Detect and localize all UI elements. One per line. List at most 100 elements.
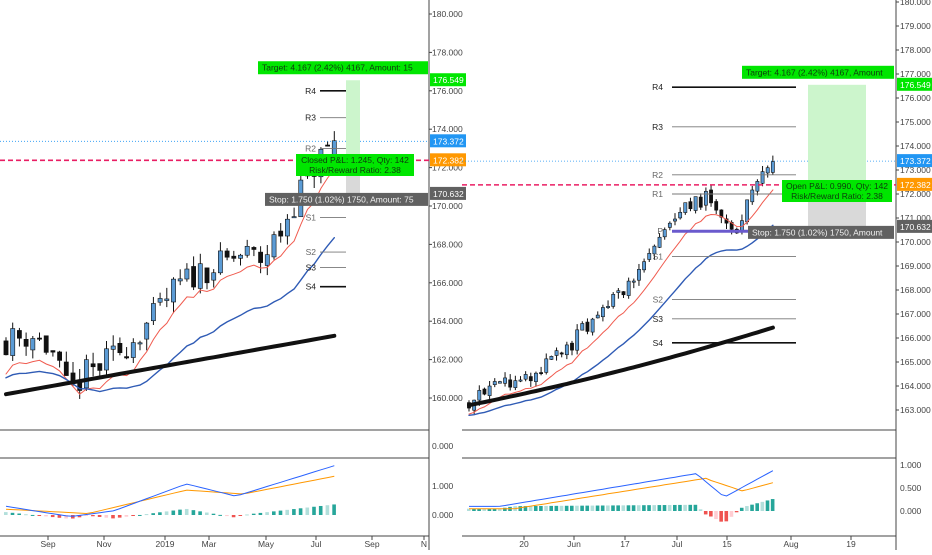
macd-y-tick-label: 1.000	[432, 481, 454, 491]
y-tick-label: 172.000	[900, 189, 931, 199]
y-tick-label: 179.000	[900, 21, 931, 31]
macd-bar	[539, 505, 543, 511]
candle-body	[590, 318, 595, 333]
macd-bar	[111, 515, 115, 519]
candle-body	[325, 144, 330, 147]
candle-body	[57, 351, 62, 361]
macd-bar	[642, 505, 646, 511]
candle-body	[191, 266, 196, 288]
candle-body	[770, 161, 775, 173]
pivot-label-s2: S2	[306, 247, 317, 257]
y-tick-label: 174.000	[900, 141, 931, 151]
price-tag-box	[897, 154, 932, 168]
macd-bar	[626, 505, 631, 511]
position-info-box	[296, 154, 414, 176]
y-tick-label: 166.000	[432, 278, 463, 288]
macd-y-tick-label: 0.000	[432, 441, 454, 451]
macd-bar	[231, 515, 236, 518]
macd-bar	[285, 509, 289, 515]
price-tag-label: 172.382	[900, 180, 931, 190]
y-tick-label: 170.000	[432, 201, 463, 211]
candle-body	[673, 218, 677, 222]
macd-bar	[17, 513, 21, 515]
pivot-label-s1: S1	[653, 251, 664, 261]
candle-body	[518, 379, 523, 382]
macd-bar	[278, 510, 283, 515]
macd-bar	[124, 515, 129, 517]
candle-body	[657, 236, 662, 248]
macd-bar	[765, 500, 770, 511]
candles-right	[467, 155, 775, 414]
pivot-label-p: P	[657, 226, 663, 236]
x-tick-label: May	[258, 539, 275, 549]
candle-body	[487, 385, 492, 396]
price-tag-box	[897, 177, 932, 191]
macd-signal-line	[5, 475, 335, 515]
macd-bar	[575, 505, 579, 511]
ema-short-line	[468, 189, 774, 415]
macd-bar	[698, 509, 703, 511]
macd-bar	[544, 505, 548, 511]
pivot-label-r2: R2	[652, 170, 663, 180]
stop-label: Stop: 1.750 (1.02%) 1750, Amount	[752, 227, 883, 237]
candle-body	[231, 255, 237, 259]
candle-body	[251, 247, 257, 250]
y-tick-label: 176.000	[900, 93, 931, 103]
candle-body	[703, 191, 708, 206]
candle-body	[197, 263, 203, 289]
target-label: Target: 4.167 (2.42%) 4167, Amount: 15	[262, 63, 413, 73]
ema-short-line	[5, 168, 335, 395]
candle-body	[278, 230, 284, 237]
y-tick-label: 165.000	[900, 357, 931, 367]
candle-body	[117, 343, 123, 354]
macd-bar	[719, 511, 723, 522]
candle-body	[528, 376, 533, 382]
candle-body	[549, 356, 554, 360]
macd-bar	[245, 514, 249, 516]
macd-bar	[305, 507, 310, 515]
y-tick-label: 178.000	[900, 45, 931, 55]
candle-body	[63, 361, 69, 376]
macd-bar	[518, 506, 523, 511]
macd-bar	[10, 512, 15, 515]
candle-body	[662, 229, 667, 238]
macd-bar	[4, 512, 8, 515]
candle-body	[616, 290, 621, 293]
macd-bar	[745, 506, 749, 511]
candle-body	[177, 278, 183, 282]
macd-y-tick-label: 0.000	[432, 510, 454, 520]
pivot-label-r1: R1	[652, 189, 663, 199]
candle-body	[264, 254, 270, 266]
macd-bar	[211, 513, 216, 515]
macd-bar	[265, 512, 269, 515]
x-tick-label: Sep	[364, 539, 379, 549]
pivot-label-s2: S2	[653, 295, 664, 305]
price-tag-box	[430, 134, 466, 148]
macd-bar	[724, 511, 729, 522]
candle-body	[238, 254, 243, 259]
ema-mid-line	[5, 237, 335, 393]
ema-long-line	[4, 333, 337, 397]
macd-histogram	[4, 504, 336, 519]
y-tick-label: 169.000	[900, 261, 931, 271]
candle-body	[714, 201, 719, 211]
candle-body	[534, 372, 538, 382]
macd-bar	[57, 515, 62, 518]
y-tick-label: 176.000	[432, 86, 463, 96]
candle-body	[637, 269, 641, 281]
candle-body	[683, 202, 688, 213]
candle-body	[652, 245, 657, 255]
price-tag-label: 170.632	[900, 222, 931, 232]
macd-bar	[621, 505, 626, 511]
candle-body	[693, 196, 698, 211]
candle-body	[16, 330, 22, 339]
pivot-label-s3: S3	[653, 314, 664, 324]
pivot-label-r2: R2	[305, 143, 316, 153]
macd-bar	[318, 505, 323, 515]
macd-bar	[184, 508, 189, 515]
x-tick-label: Jun	[567, 539, 581, 549]
candle-body	[124, 356, 129, 359]
macd-bar	[251, 513, 256, 515]
macd-bar	[760, 501, 765, 511]
